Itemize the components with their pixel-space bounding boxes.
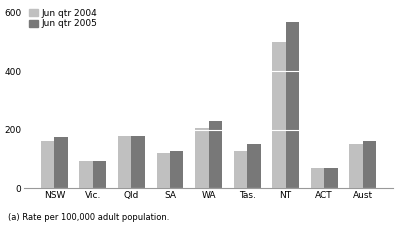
Bar (272, 42, 285, 188)
Bar (195, 128, 208, 188)
Text: (a) Rate per 100,000 adult population.: (a) Rate per 100,000 adult population. (8, 213, 169, 222)
Bar (310, 168, 324, 188)
Bar (362, 141, 376, 188)
Bar (54, 137, 68, 188)
Bar (93, 161, 106, 188)
Bar (208, 121, 222, 188)
Bar (324, 168, 337, 188)
Bar (41, 141, 54, 188)
Legend: Jun qtr 2004, Jun qtr 2005: Jun qtr 2004, Jun qtr 2005 (29, 9, 97, 28)
Bar (247, 144, 260, 188)
Bar (285, 22, 299, 188)
Bar (118, 136, 131, 188)
Bar (233, 151, 247, 188)
Bar (349, 144, 362, 188)
Bar (156, 153, 170, 188)
Bar (170, 151, 183, 188)
Bar (131, 136, 145, 188)
Bar (79, 161, 93, 188)
